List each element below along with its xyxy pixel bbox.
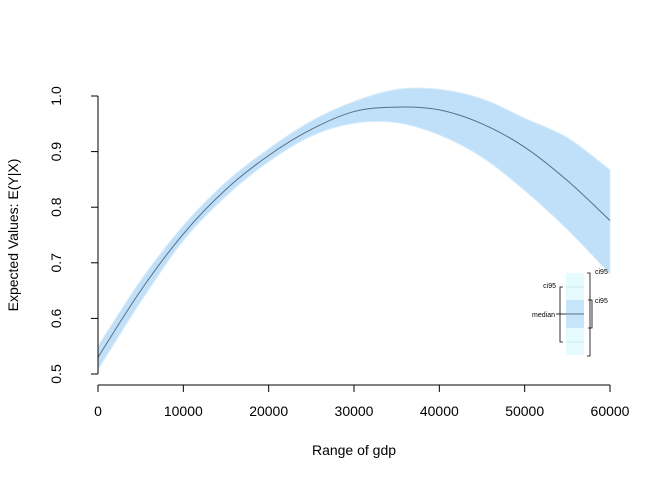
median-line: [97, 106, 611, 358]
median-line-layer: [97, 106, 611, 358]
y-tick-label: 0.9: [48, 142, 64, 162]
x-tick-label: 60000: [591, 403, 630, 419]
y-tick-label: 1.0: [48, 86, 64, 106]
legend-ci-outer-label: ci95: [595, 269, 608, 276]
confidence-band: [97, 87, 611, 372]
x-tick-label: 10000: [164, 403, 203, 419]
legend-left-bracket: [559, 286, 563, 343]
y-tick-label: 0.7: [48, 253, 64, 273]
y-axis-title: Expected Values: E(Y|X): [5, 159, 21, 312]
x-axis-ticks: 0 10000 20000 30000 40000 50000 60000: [94, 385, 630, 419]
x-tick-label: 30000: [335, 403, 374, 419]
x-axis-title: Range of gdp: [312, 442, 396, 458]
confidence-band-layer: [97, 87, 611, 372]
y-tick-label: 0.5: [48, 364, 64, 384]
legend-ci-inner-label: ci95: [595, 298, 608, 305]
x-tick-label: 0: [94, 403, 102, 419]
legend: ci95 median ci95 ci95: [532, 269, 608, 357]
legend-ci-left-label: ci95: [543, 283, 556, 290]
x-tick-label: 20000: [249, 403, 288, 419]
y-tick-label: 0.6: [48, 308, 64, 328]
x-tick-label: 50000: [505, 403, 544, 419]
x-tick-label: 40000: [420, 403, 459, 419]
y-tick-label: 0.8: [48, 197, 64, 217]
y-axis-ticks: 0.5 0.6 0.7 0.8 0.9 1.0: [48, 86, 98, 384]
legend-right-outer-bracket: [587, 272, 591, 357]
legend-median-label: median: [532, 312, 555, 319]
